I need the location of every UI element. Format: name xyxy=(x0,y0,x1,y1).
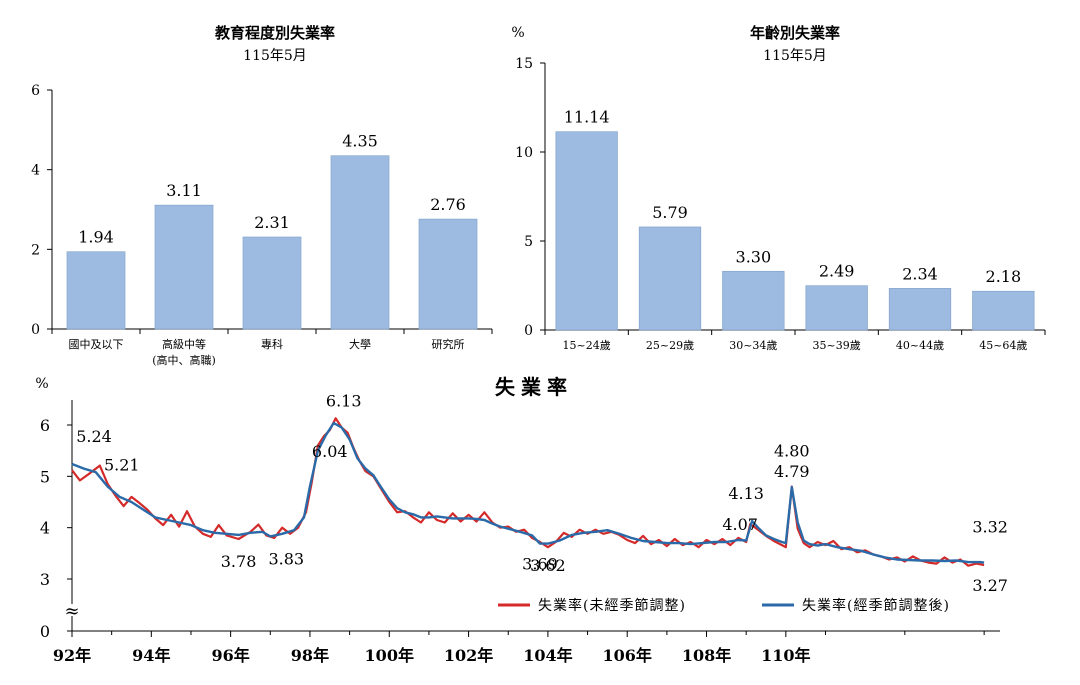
line-annotation-unadjusted: 4.07 xyxy=(722,515,758,534)
line-annotation-unadjusted: 3.78 xyxy=(221,552,257,571)
education-chart-subtitle: 115年5月 xyxy=(243,48,307,64)
age-chart-title: 年齡別失業率 xyxy=(750,24,840,42)
bar-value-label: 2.34 xyxy=(902,264,938,283)
line-series-unadjusted xyxy=(71,417,985,567)
unemployment-line-chart: 失業率 % ≈0 3 4 5 6 92年 94年 96年 98年 100年 102年 104年 106年… xyxy=(35,375,1008,665)
education-chart-title: 教育程度別失業率 xyxy=(214,24,335,42)
bar-1-4 xyxy=(888,288,952,331)
line-x-tick-label: 94年 xyxy=(132,646,170,665)
bar-y-tick-label: 4 xyxy=(31,163,40,179)
bar-1-3 xyxy=(805,285,868,331)
line-x-tick-label: 110年 xyxy=(761,646,810,665)
line-annotation-unadjusted: 6.13 xyxy=(326,391,362,410)
line-y-tick-label: 5 xyxy=(40,467,50,486)
bar-category-label: 40~44歲 xyxy=(896,338,944,352)
bar-category-label: 35~39歲 xyxy=(813,338,861,352)
line-annotation-adjusted: 6.04 xyxy=(312,442,348,461)
bar-category-label: 25~29歲 xyxy=(646,338,694,352)
line-annotation-adjusted: 5.24 xyxy=(76,427,112,446)
age-chart-ylabel: % xyxy=(511,25,524,41)
bar-y-tick-label: 0 xyxy=(31,322,40,338)
bar-1-5 xyxy=(972,290,1035,331)
line-annotation-adjusted: 3.32 xyxy=(972,518,1008,537)
line-x-tick-label: 102年 xyxy=(444,646,493,665)
line-x-tick-label: 104年 xyxy=(523,646,572,665)
age-chart-subtitle: 115年5月 xyxy=(763,48,827,64)
line-y-tick-label: 4 xyxy=(40,519,50,538)
bar-1-1 xyxy=(638,226,702,331)
line-x-tick-label: 98年 xyxy=(291,646,329,665)
bar-y-tick-label: 0 xyxy=(524,323,533,339)
bar-0-3 xyxy=(330,155,390,330)
legend-label-0: 失業率(未經季節調整) xyxy=(538,597,686,614)
line-y-tick-label: 3 xyxy=(40,570,50,589)
bar-value-label: 2.49 xyxy=(819,262,855,281)
bar-category-label: 研究所 xyxy=(432,337,465,351)
line-annotation-unadjusted: 3.27 xyxy=(972,576,1008,595)
line-x-tick-label: 92年 xyxy=(53,646,91,665)
bar-category-label: 國中及以下 xyxy=(69,338,124,351)
line-x-tick-label: 96年 xyxy=(211,646,249,665)
bar-category-label: 高級中等 xyxy=(162,337,206,351)
education-bar-chart: 教育程度別失業率 115年5月 0 2 4 6 1.94 國中及以下 3.11 高級中等 (高中… xyxy=(31,24,493,367)
line-y-tick-label: 0 xyxy=(40,622,50,641)
bar-category-sublabel: (高中、高職) xyxy=(152,353,216,367)
bar-category-label: 45~64歲 xyxy=(979,338,1027,352)
line-annotation-unadjusted: 5.21 xyxy=(104,456,140,475)
bar-1-0 xyxy=(555,131,618,331)
line-x-tick-label: 100年 xyxy=(365,646,414,665)
bar-y-tick-label: 2 xyxy=(31,242,40,258)
bar-0-2 xyxy=(242,236,302,330)
bar-value-label: 4.35 xyxy=(342,132,378,151)
bar-0-4 xyxy=(418,218,478,330)
line-chart-ylabel: % xyxy=(35,376,48,392)
bar-1-2 xyxy=(722,270,785,331)
axis-break-symbol: ≈ xyxy=(64,601,79,622)
bar-value-label: 1.94 xyxy=(78,228,114,247)
bar-category-label: 30~34歲 xyxy=(729,338,777,352)
bar-value-label: 2.18 xyxy=(986,267,1022,286)
line-x-tick-label: 108年 xyxy=(682,646,731,665)
line-annotation-unadjusted: 4.80 xyxy=(774,442,810,461)
age-bar-chart: % 年齡別失業率 115年5月 0 5 10 15 11.14 15~24歲 5.79 25~… xyxy=(511,24,1046,352)
line-y-tick-label: 6 xyxy=(40,416,50,435)
bar-y-tick-label: 5 xyxy=(524,234,533,250)
bar-value-label: 3.11 xyxy=(166,181,202,200)
bar-category-label: 專科 xyxy=(261,337,283,351)
bar-value-label: 3.30 xyxy=(736,247,772,266)
bar-category-label: 15~24歲 xyxy=(563,338,611,352)
bar-0-0 xyxy=(66,251,126,330)
bar-category-label: 大學 xyxy=(349,337,371,351)
bar-value-label: 2.31 xyxy=(254,213,290,232)
line-annotation-adjusted: 4.79 xyxy=(774,462,810,481)
line-annotation-adjusted: 3.69 xyxy=(522,555,558,574)
bar-0-1 xyxy=(154,204,214,330)
legend-label-1: 失業率(經季節調整後) xyxy=(802,597,950,614)
bar-value-label: 11.14 xyxy=(564,108,610,127)
line-series-seasonally-adjusted xyxy=(71,421,985,564)
line-x-tick-label: 106年 xyxy=(603,646,652,665)
line-chart-title: 失業率 xyxy=(495,375,573,399)
line-annotation-unadjusted: 3.62 xyxy=(530,556,566,575)
bar-y-tick-label: 10 xyxy=(515,145,533,161)
bar-value-label: 5.79 xyxy=(652,203,688,222)
bar-y-tick-label: 15 xyxy=(515,56,533,72)
line-annotation-adjusted: 4.13 xyxy=(728,484,764,503)
bar-value-label: 2.76 xyxy=(430,195,466,214)
bar-y-tick-label: 6 xyxy=(31,83,40,99)
line-annotation-adjusted: 3.83 xyxy=(268,549,304,568)
